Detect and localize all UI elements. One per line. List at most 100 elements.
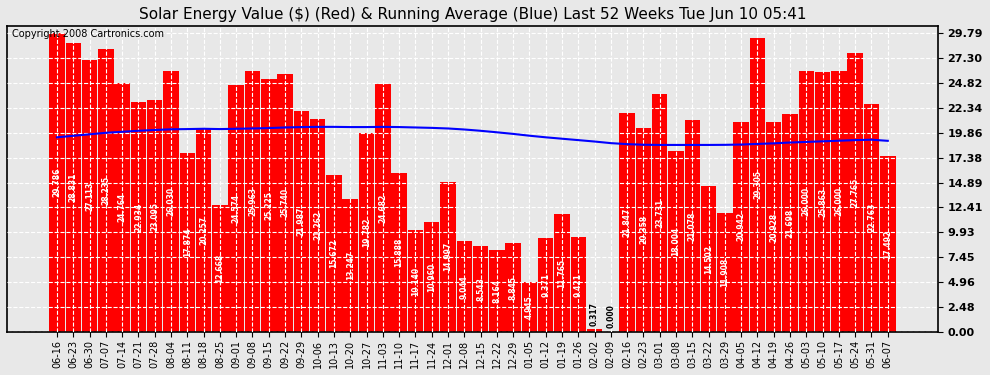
Bar — [358, 134, 374, 332]
Bar — [65, 43, 81, 332]
Bar — [863, 104, 879, 332]
Text: 27.765: 27.765 — [850, 178, 859, 207]
Text: 26.030: 26.030 — [166, 187, 175, 216]
Text: 22.934: 22.934 — [134, 202, 143, 231]
Text: 8.845: 8.845 — [509, 276, 518, 300]
Bar — [570, 237, 586, 332]
Bar — [179, 153, 195, 332]
Bar — [620, 113, 635, 332]
Text: 29.786: 29.786 — [52, 168, 61, 197]
Bar — [554, 214, 569, 332]
Text: 9.044: 9.044 — [459, 275, 468, 298]
Bar — [82, 60, 97, 332]
Text: 23.095: 23.095 — [150, 202, 159, 231]
Text: 25.863: 25.863 — [818, 188, 827, 217]
Text: 14.997: 14.997 — [444, 242, 452, 272]
Text: 25.225: 25.225 — [264, 191, 273, 220]
Text: 24.574: 24.574 — [232, 194, 241, 223]
Bar — [408, 230, 423, 332]
Bar — [310, 118, 326, 332]
Bar — [294, 111, 309, 332]
Bar — [587, 329, 602, 332]
Bar — [489, 250, 505, 332]
Text: 21.987: 21.987 — [297, 207, 306, 236]
Text: 0.317: 0.317 — [590, 302, 599, 326]
Bar — [441, 182, 455, 332]
Bar — [115, 84, 130, 332]
Text: 27.113: 27.113 — [85, 182, 94, 211]
Bar — [636, 128, 651, 332]
Text: 26.000: 26.000 — [802, 187, 811, 216]
Text: 28.831: 28.831 — [68, 172, 78, 202]
Title: Solar Energy Value ($) (Red) & Running Average (Blue) Last 52 Weeks Tue Jun 10 0: Solar Energy Value ($) (Red) & Running A… — [139, 7, 806, 22]
Bar — [652, 94, 667, 332]
Bar — [261, 79, 276, 332]
Text: 14.502: 14.502 — [704, 245, 713, 274]
Bar — [766, 122, 781, 332]
Bar — [391, 172, 407, 332]
Text: 8.164: 8.164 — [492, 279, 501, 303]
Text: 21.847: 21.847 — [623, 208, 632, 237]
Bar — [880, 156, 896, 332]
Text: 25.740: 25.740 — [280, 188, 289, 218]
Text: 11.765: 11.765 — [557, 258, 566, 288]
Text: 22.763: 22.763 — [867, 203, 876, 232]
Bar — [456, 241, 472, 332]
Text: 28.235: 28.235 — [101, 176, 110, 205]
Bar — [701, 186, 717, 332]
Text: 11.908: 11.908 — [721, 258, 730, 287]
Text: Copyright 2008 Cartronics.com: Copyright 2008 Cartronics.com — [12, 29, 163, 39]
Bar — [522, 282, 538, 332]
Text: 10.960: 10.960 — [427, 262, 437, 292]
Text: 0.000: 0.000 — [606, 304, 616, 328]
Text: 29.305: 29.305 — [753, 171, 762, 200]
Bar — [196, 129, 211, 332]
Text: 17.492: 17.492 — [883, 230, 892, 259]
Bar — [847, 53, 863, 332]
Bar — [229, 86, 244, 332]
Text: 15.888: 15.888 — [395, 238, 404, 267]
Text: 17.874: 17.874 — [183, 228, 192, 257]
Bar — [734, 122, 748, 332]
Bar — [50, 33, 64, 332]
Text: 26.000: 26.000 — [835, 187, 843, 216]
Bar — [684, 120, 700, 332]
Text: 9.421: 9.421 — [574, 273, 583, 297]
Text: 19.782: 19.782 — [362, 218, 371, 248]
Text: 24.682: 24.682 — [378, 194, 387, 223]
Bar — [782, 114, 798, 332]
Text: 15.672: 15.672 — [330, 239, 339, 268]
Bar — [147, 100, 162, 332]
Bar — [131, 102, 147, 332]
Bar — [538, 238, 553, 332]
Text: 13.247: 13.247 — [346, 251, 354, 280]
Text: 21.698: 21.698 — [785, 209, 795, 238]
Bar — [326, 175, 342, 332]
Bar — [505, 243, 521, 332]
Bar — [473, 246, 488, 332]
Text: 24.764: 24.764 — [118, 193, 127, 222]
Text: 4.945: 4.945 — [525, 296, 534, 319]
Text: 21.078: 21.078 — [688, 211, 697, 241]
Text: 20.928: 20.928 — [769, 212, 778, 242]
Bar — [98, 49, 114, 332]
Bar — [375, 84, 390, 332]
Text: 20.358: 20.358 — [639, 215, 647, 244]
Text: 18.004: 18.004 — [671, 227, 680, 256]
Bar — [277, 74, 293, 332]
Bar — [424, 222, 440, 332]
Text: 10.140: 10.140 — [411, 267, 420, 296]
Bar — [245, 71, 260, 332]
Bar — [163, 71, 179, 332]
Bar — [799, 71, 814, 332]
Bar — [832, 71, 846, 332]
Text: 25.963: 25.963 — [248, 187, 257, 216]
Bar — [212, 205, 228, 332]
Text: 20.942: 20.942 — [737, 212, 745, 242]
Text: 21.262: 21.262 — [313, 211, 322, 240]
Text: 23.731: 23.731 — [655, 198, 664, 228]
Bar — [815, 72, 831, 332]
Text: 20.257: 20.257 — [199, 216, 208, 245]
Bar — [717, 213, 733, 332]
Bar — [343, 199, 358, 332]
